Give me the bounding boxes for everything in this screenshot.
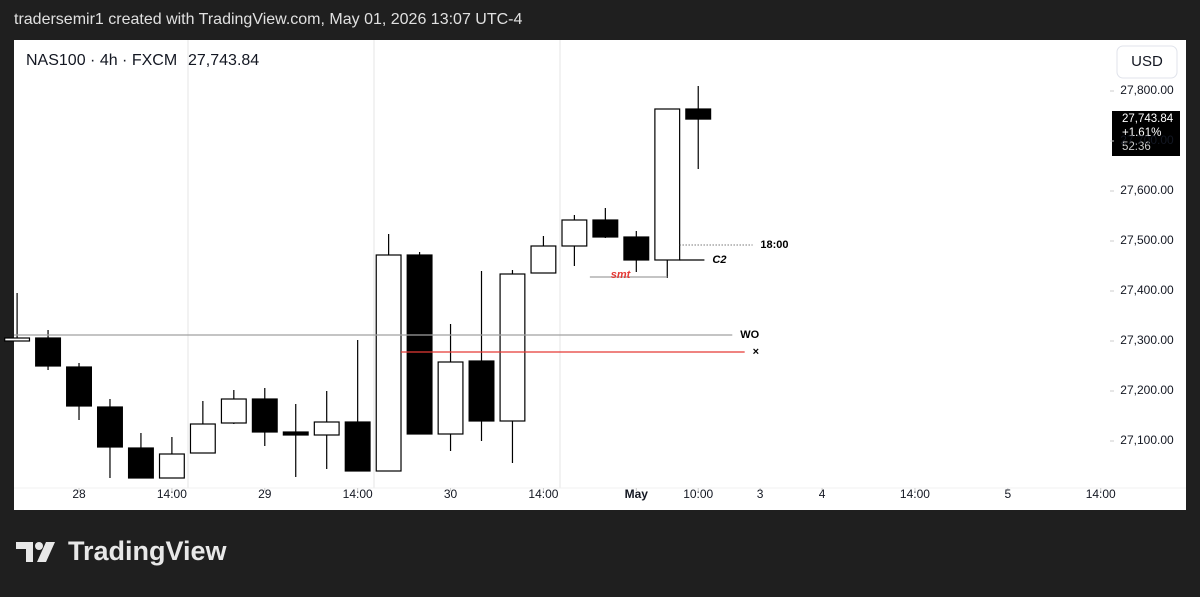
price-badge-value: 27,743.84 (1122, 113, 1174, 125)
header-text: tradersemir1 created with TradingView.co… (14, 11, 522, 28)
candle-body (158, 453, 185, 479)
candle-body (344, 421, 371, 472)
legend-price: 27,743.84 (188, 52, 259, 69)
candle-body (592, 219, 619, 238)
y-tick-label: 27,200.00 (1120, 383, 1174, 397)
y-tick-label: 27,700.00 (1120, 133, 1174, 147)
candle-body (623, 236, 650, 261)
candle-body (35, 337, 62, 367)
price-badge-change: +1.61% (1122, 127, 1161, 139)
candle-body (127, 447, 154, 479)
candle-body (561, 219, 588, 247)
price-badge (1112, 111, 1180, 156)
y-tick-label: 27,300.00 (1120, 333, 1174, 347)
candle-body (499, 273, 526, 422)
y-tick-label: 27,600.00 (1120, 183, 1174, 197)
currency-label[interactable]: USD (1131, 53, 1163, 70)
x-tick-label: 29 (258, 487, 272, 501)
x-tick-label: 14:00 (1086, 487, 1116, 501)
candle-body (313, 421, 340, 436)
candle-body (685, 108, 712, 120)
x-tick-label: 3 (757, 487, 764, 501)
annotation-label: 18:00 (760, 239, 788, 251)
annotation-label: WO (740, 329, 759, 341)
candle-body (96, 406, 123, 448)
x-tick-label: 30 (444, 487, 458, 501)
candle-body (4, 337, 31, 342)
x-tick-label: May (625, 487, 649, 501)
y-tick-label: 27,100.00 (1120, 433, 1174, 447)
brand-logo (16, 542, 55, 562)
candle-body (282, 431, 309, 436)
y-tick-label: 27,500.00 (1120, 233, 1174, 247)
y-tick-label: 27,400.00 (1120, 283, 1174, 297)
candle-body (251, 398, 278, 433)
candle-body (530, 245, 557, 274)
candle-body (654, 108, 681, 261)
candle-body (437, 361, 464, 435)
candle-body (406, 254, 433, 435)
annotation-label: × (753, 346, 759, 358)
x-tick-label: 10:00 (683, 487, 713, 501)
currency-button[interactable] (1116, 45, 1178, 79)
candle-body (189, 423, 216, 454)
candle-body (66, 366, 93, 407)
candle-body (468, 360, 495, 422)
x-tick-label: 14:00 (900, 487, 930, 501)
price-badge-countdown: 52:36 (1122, 141, 1151, 153)
candle-body (375, 254, 402, 472)
x-tick-label: 14:00 (343, 487, 373, 501)
brand-name: TradingView (68, 536, 228, 566)
x-tick-label: 5 (1004, 487, 1011, 501)
symbol-legend: NAS100 · 4h · FXCM (26, 52, 177, 69)
x-tick-label: 4 (819, 487, 826, 501)
chart-panel (14, 40, 1186, 510)
annotation-label: C2 (712, 254, 726, 266)
x-tick-label: 28 (72, 487, 86, 501)
candle-body (220, 398, 247, 424)
annotation-label: smt (611, 269, 632, 281)
x-tick-label: 14:00 (528, 487, 558, 501)
x-tick-label: 14:00 (157, 487, 187, 501)
y-tick-label: 27,800.00 (1120, 83, 1174, 97)
